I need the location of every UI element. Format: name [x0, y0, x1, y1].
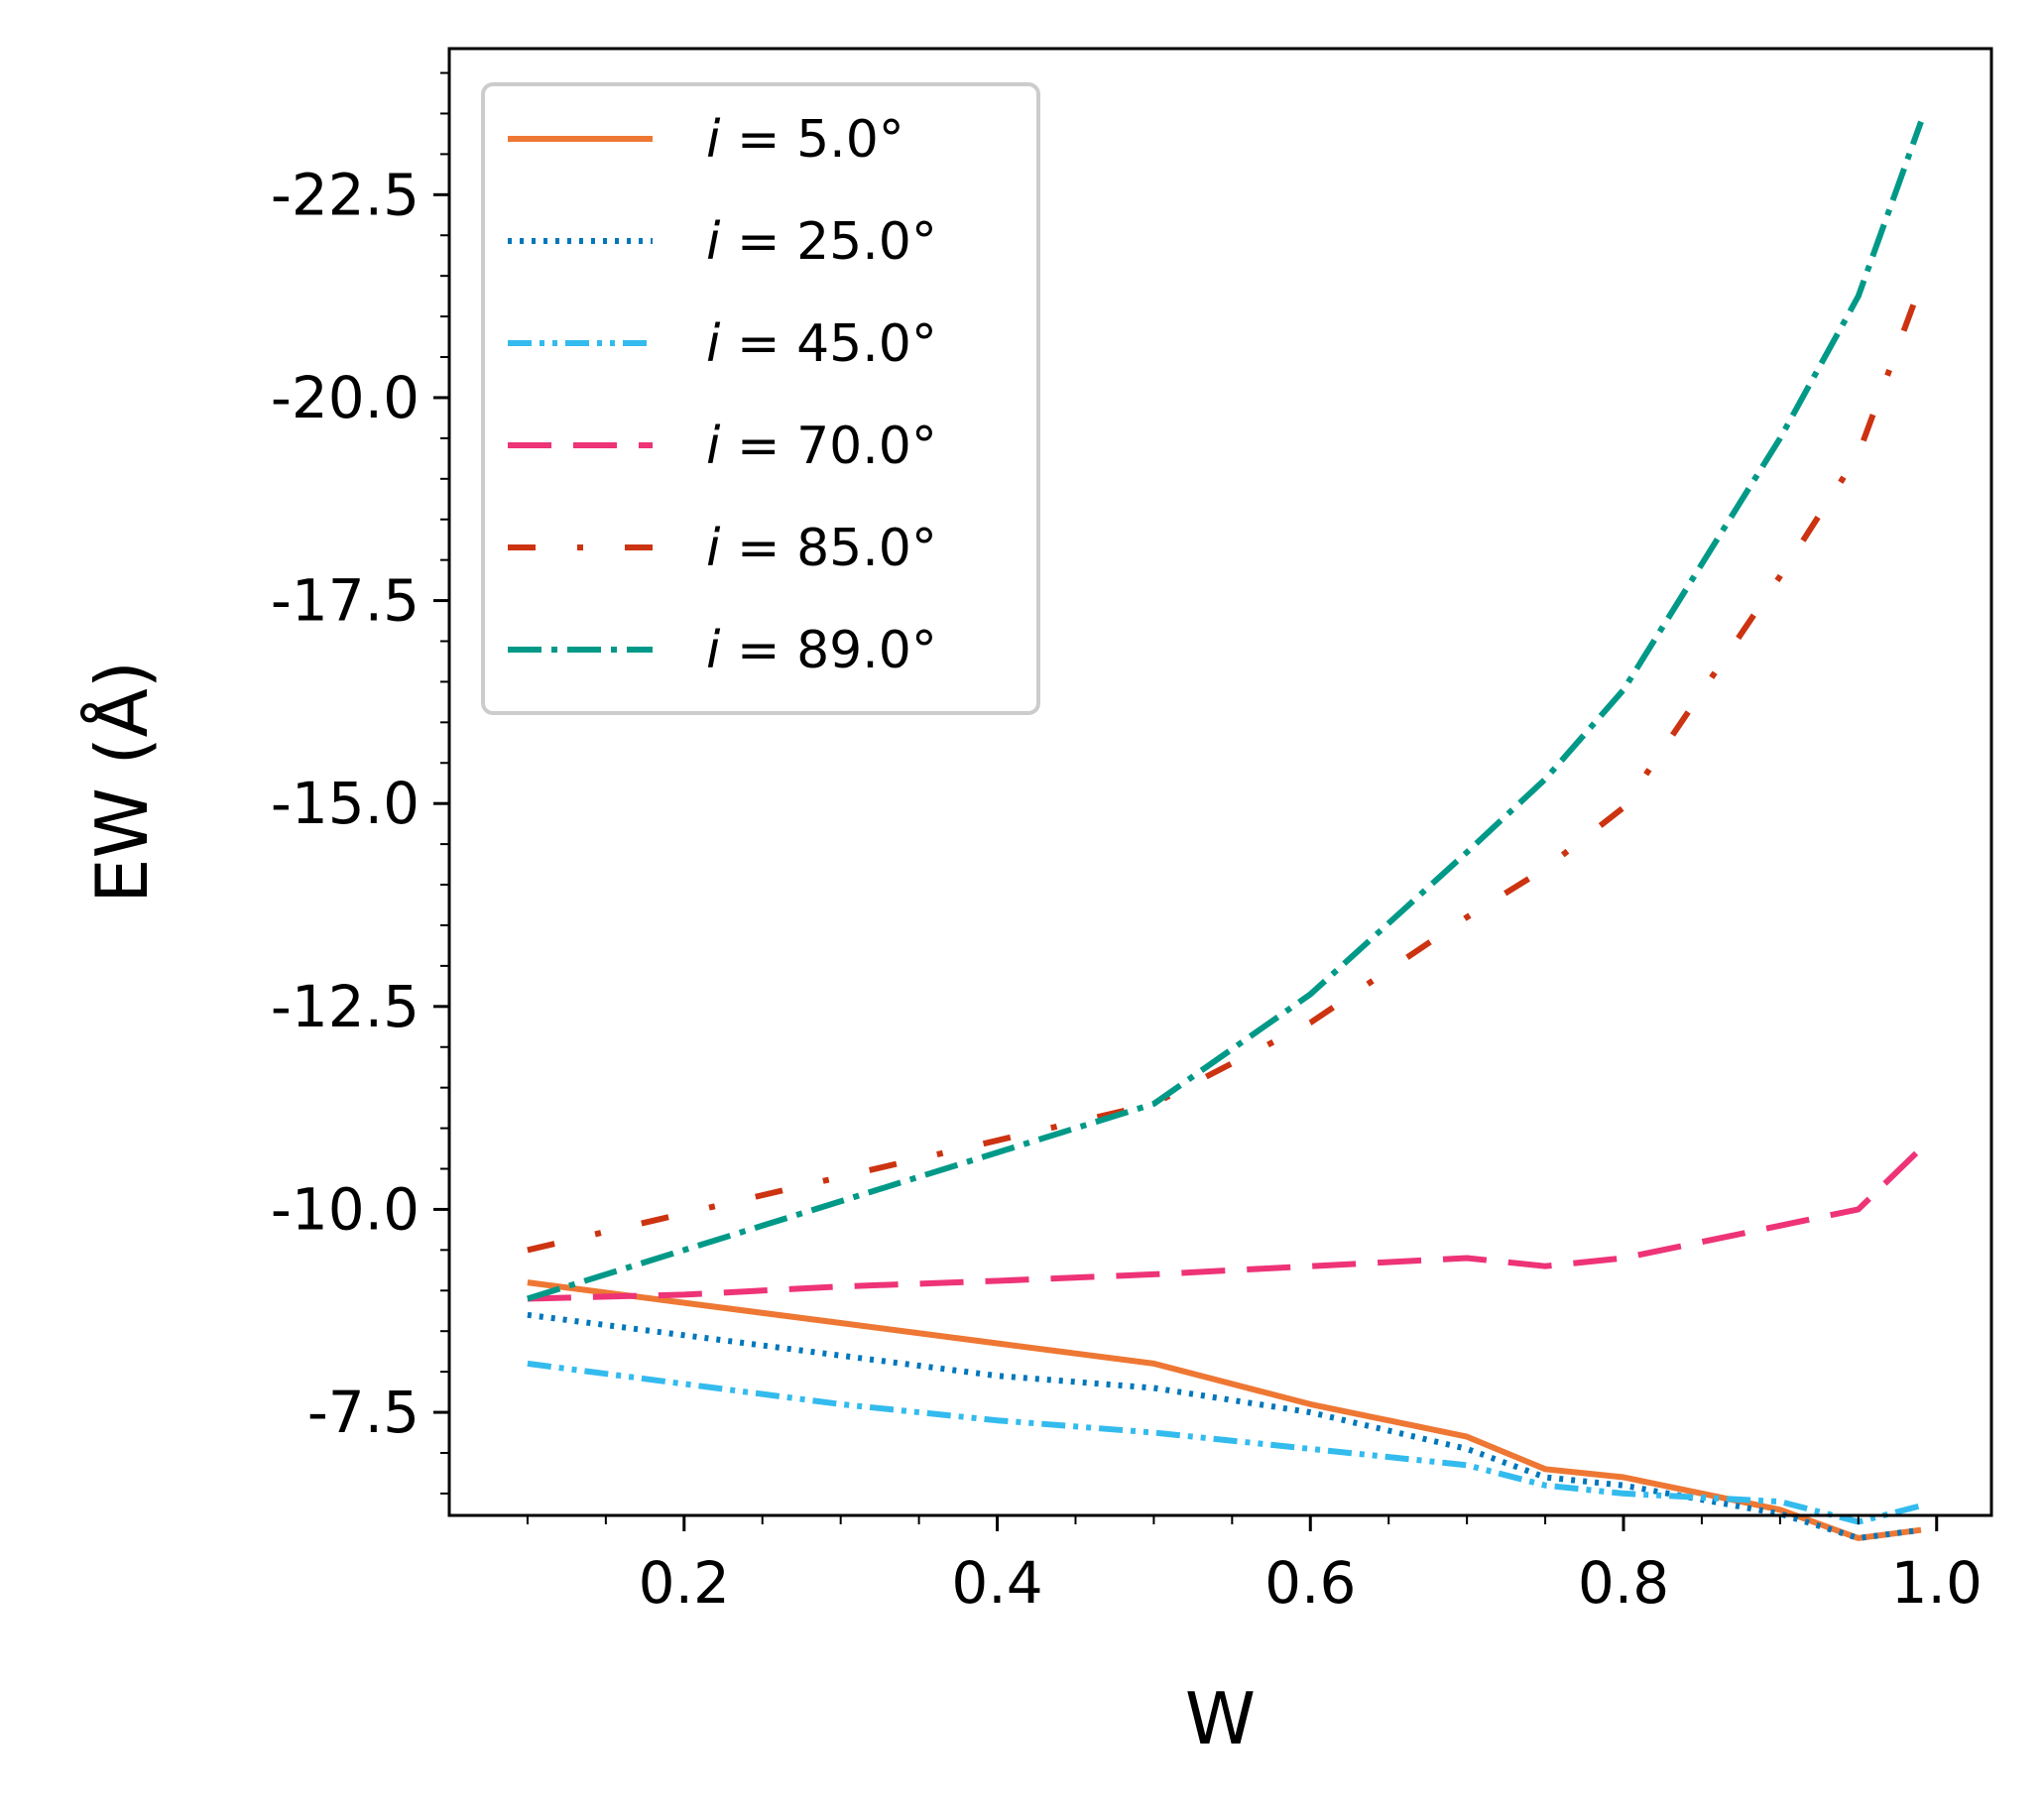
ticks-layer: 0.2 0.4 0.6 0.8 1.0 -7.5 -10.0 -12.5 -15.0 -17.5 -…: [271, 71, 1983, 1617]
x-tick-label: 1.0: [1891, 1549, 1983, 1617]
plot-frame: [447, 47, 1993, 1517]
y-tick-label: -20.0: [271, 364, 420, 431]
series-line-4: [527, 1145, 1924, 1302]
legend-label-3: i = 45.0°: [706, 314, 937, 374]
legend: i = 5.0° i = 25.0° i = 45.0° i = 70.0° i = 8…: [481, 82, 1040, 715]
legend-label-1: i = 5.0°: [706, 110, 904, 170]
legend-label-4: i = 70.0°: [706, 417, 937, 476]
x-axis-label: W: [1185, 1677, 1256, 1760]
series-line-2: [527, 1311, 1922, 1541]
series-line-3: [527, 1360, 1922, 1525]
y-tick-label: -15.0: [271, 770, 420, 837]
y-tick-label: -10.0: [271, 1175, 420, 1243]
y-tick-label: -17.5: [271, 567, 420, 635]
legend-box: [481, 82, 1040, 715]
x-tick-label: 0.6: [1264, 1549, 1356, 1617]
legend-label-2: i = 25.0°: [706, 212, 937, 272]
legend-label-6: i = 89.0°: [706, 621, 937, 680]
series-line-6: [527, 120, 1924, 1302]
x-tick-label: 0.4: [951, 1549, 1042, 1617]
x-tick-label: 0.8: [1578, 1549, 1669, 1617]
y-tick-label: -7.5: [307, 1379, 420, 1446]
x-tick-label: 0.2: [639, 1549, 730, 1617]
y-tick-label: -12.5: [271, 973, 420, 1040]
y-axis-label: EW (Å): [80, 661, 164, 904]
y-tick-label: -22.5: [271, 161, 420, 228]
legend-label-5: i = 85.0°: [706, 519, 937, 578]
